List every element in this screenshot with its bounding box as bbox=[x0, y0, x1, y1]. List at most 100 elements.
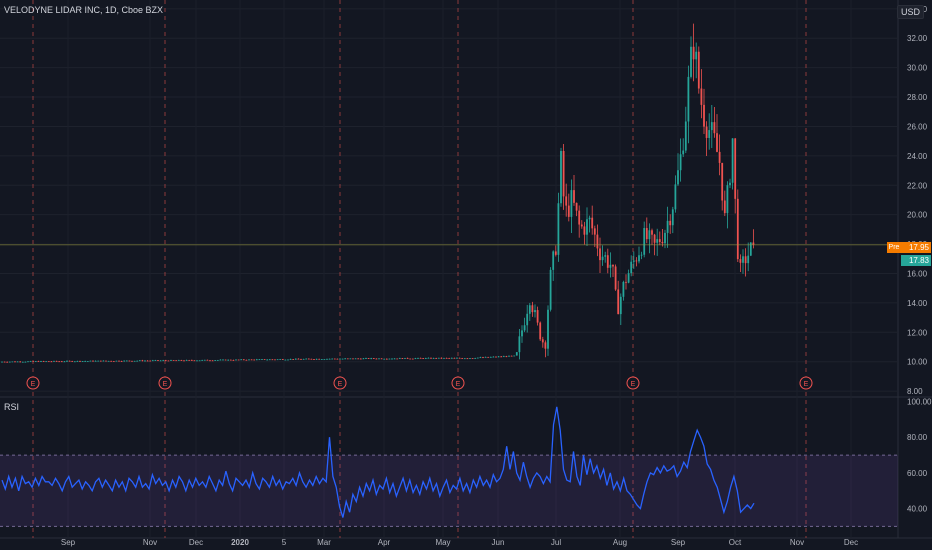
candle-body bbox=[588, 217, 591, 220]
candle bbox=[406, 357, 409, 359]
candle bbox=[578, 205, 581, 238]
time-tick-label: Jun bbox=[492, 538, 505, 547]
candle-body bbox=[349, 358, 352, 360]
candle bbox=[315, 358, 318, 360]
candle bbox=[541, 336, 544, 348]
candle-body bbox=[266, 359, 269, 361]
candle bbox=[349, 358, 352, 360]
candle-body bbox=[94, 360, 97, 362]
time-tick-label: Dec bbox=[844, 538, 858, 547]
candle bbox=[115, 360, 118, 362]
candle bbox=[149, 360, 152, 362]
time-axis[interactable]: Sep Nov Dec 2020 5 Mar Apr May Jun Jul Aug Sep Oct No… bbox=[61, 538, 858, 547]
candle-body bbox=[445, 357, 448, 359]
candle-body bbox=[219, 359, 222, 361]
earnings-marker-sep: E bbox=[26, 376, 40, 390]
candle bbox=[632, 251, 635, 270]
candle-body bbox=[1, 361, 3, 363]
rsi-label[interactable]: RSI bbox=[4, 402, 20, 412]
candle bbox=[271, 359, 274, 361]
candle-body bbox=[237, 359, 240, 361]
candle-body bbox=[336, 358, 339, 360]
candle-body bbox=[567, 205, 570, 217]
candle bbox=[526, 304, 529, 333]
candle-body bbox=[617, 289, 620, 315]
candle bbox=[73, 361, 76, 363]
candle bbox=[560, 147, 562, 207]
candle bbox=[614, 264, 617, 291]
candle bbox=[32, 360, 35, 362]
candle bbox=[331, 358, 334, 360]
candle bbox=[648, 223, 651, 254]
candle bbox=[417, 357, 419, 359]
candle-body bbox=[71, 360, 74, 362]
candle-body bbox=[47, 361, 50, 363]
candle-body bbox=[409, 358, 412, 360]
candle-body bbox=[398, 358, 401, 359]
candle-body bbox=[92, 360, 94, 362]
candle bbox=[609, 252, 612, 278]
candle bbox=[456, 357, 458, 359]
candle-body bbox=[458, 357, 461, 359]
candle-body bbox=[73, 361, 76, 363]
candle-body bbox=[500, 356, 503, 358]
candle-body bbox=[84, 361, 87, 362]
candle-body bbox=[307, 358, 310, 360]
rsi-axis[interactable]: 40.00 60.00 80.00 100.00 bbox=[907, 398, 932, 514]
candle bbox=[393, 358, 396, 360]
candle bbox=[518, 329, 521, 360]
candle-body bbox=[339, 358, 341, 360]
candle-body bbox=[232, 360, 235, 361]
candle bbox=[695, 42, 698, 79]
candle bbox=[703, 88, 705, 135]
candle bbox=[123, 360, 126, 362]
candle-body bbox=[58, 361, 61, 363]
candle bbox=[612, 264, 614, 277]
candle-body bbox=[383, 358, 386, 360]
candle bbox=[742, 249, 744, 274]
candle-body bbox=[370, 358, 373, 360]
candle bbox=[573, 174, 575, 206]
candle bbox=[448, 357, 451, 359]
candle bbox=[604, 251, 607, 263]
candle bbox=[690, 36, 692, 79]
candle bbox=[635, 257, 638, 267]
candle bbox=[352, 358, 354, 360]
rsi-series[interactable] bbox=[1, 406, 755, 518]
candle-body bbox=[157, 360, 159, 361]
candle-body bbox=[112, 361, 115, 362]
candle-body bbox=[495, 356, 497, 358]
candle bbox=[141, 359, 144, 362]
price-axis[interactable]: 8.0010.0012.0014.0016.0018.0020.0022.002… bbox=[907, 5, 928, 396]
candle-body bbox=[214, 360, 217, 361]
candle bbox=[697, 46, 700, 94]
currency-button[interactable]: USD bbox=[896, 5, 924, 19]
candle-body bbox=[333, 358, 336, 360]
candle bbox=[596, 224, 599, 257]
candle-body bbox=[430, 357, 432, 359]
candle-body bbox=[341, 358, 344, 360]
candle-body bbox=[313, 359, 315, 360]
earnings-marker-oct: E bbox=[799, 376, 813, 390]
candle-body bbox=[427, 357, 430, 359]
candle-body bbox=[547, 309, 549, 349]
candle bbox=[27, 361, 29, 363]
candle bbox=[206, 359, 209, 361]
candle bbox=[729, 178, 731, 188]
candle-body bbox=[531, 305, 534, 313]
candle bbox=[53, 360, 55, 362]
candle bbox=[198, 360, 201, 362]
candle-body bbox=[487, 356, 490, 358]
earnings-marker-circle bbox=[333, 376, 347, 390]
candle bbox=[29, 360, 32, 362]
candle bbox=[469, 358, 471, 359]
candle bbox=[505, 355, 508, 358]
candle bbox=[365, 357, 367, 359]
candlestick-series[interactable] bbox=[1, 23, 755, 363]
candle-body bbox=[99, 360, 102, 362]
time-tick-label: Sep bbox=[61, 538, 76, 547]
candle bbox=[359, 358, 362, 360]
candle bbox=[630, 255, 633, 277]
